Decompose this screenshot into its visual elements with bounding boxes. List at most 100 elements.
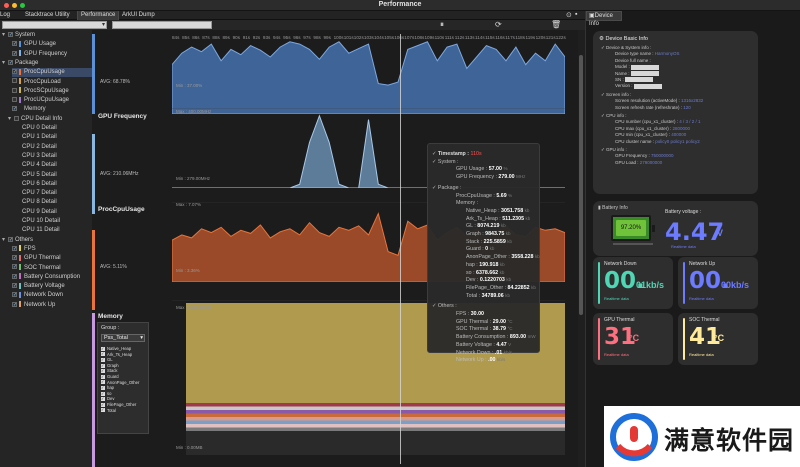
checkbox-icon[interactable]: ✓: [12, 50, 18, 57]
tree-item[interactable]: ▾ ✓ System: [2, 31, 35, 40]
checkbox-icon[interactable]: ✓: [101, 401, 105, 407]
checkbox-icon[interactable]: ✓: [101, 345, 105, 351]
chevron-down-icon[interactable]: ▾: [8, 115, 12, 122]
memory-group-select[interactable]: Pss_Total ▾: [101, 334, 145, 342]
checkbox-icon[interactable]: ✓: [12, 301, 18, 308]
tree-item[interactable]: CPU 9 Detail: [22, 208, 57, 217]
checkbox-icon[interactable]: [14, 115, 19, 121]
metric-card-net-up: Network Up 00. 00kb/s Realtime data: [678, 257, 758, 309]
tree-item[interactable]: CPU 8 Detail: [22, 198, 57, 207]
device-select[interactable]: ▾: [2, 21, 107, 29]
checkbox-icon[interactable]: ✓: [12, 292, 18, 299]
tree-item[interactable]: ✓ Memory: [12, 105, 46, 114]
tree-item[interactable]: ✓ GPU Frequency: [12, 50, 67, 59]
close-window-icon[interactable]: [4, 3, 9, 8]
tree-item[interactable]: CPU 10 Detail: [22, 217, 60, 226]
checkbox-icon[interactable]: ✓: [101, 368, 105, 374]
chevron-down-icon[interactable]: ▾: [2, 59, 6, 66]
tree-item[interactable]: CPU 3 Detail: [22, 152, 57, 161]
tree-item[interactable]: CPU 5 Detail: [22, 171, 57, 180]
checkbox-icon[interactable]: ✓: [101, 390, 105, 396]
tree-item[interactable]: ✓ SOC Thermal: [12, 263, 61, 273]
checkbox-icon[interactable]: ✓: [12, 255, 18, 262]
tree-item[interactable]: ▾ ✓ Package: [2, 59, 38, 68]
checkbox-icon[interactable]: ✓: [101, 373, 105, 379]
tree-item[interactable]: ✓ Network Up: [12, 301, 55, 310]
tab-menu-icon[interactable]: ⊙: [566, 12, 572, 19]
series-color-swatch: [19, 273, 21, 280]
refresh-icon[interactable]: ⟳: [495, 20, 502, 29]
tree-item[interactable]: ▾ ✓ Others: [2, 236, 33, 245]
memory-legend-item[interactable]: ✓ Stack: [101, 368, 139, 374]
pause-icon[interactable]: ⏸: [440, 20, 444, 29]
memory-legend-item[interactable]: ✓ so: [101, 391, 139, 397]
memory-legend-item[interactable]: ✓ GL: [101, 357, 139, 363]
chevron-down-icon[interactable]: ▾: [2, 236, 6, 243]
gpu-frequency-graph[interactable]: [172, 108, 565, 188]
tree-item[interactable]: ProcSCpuUsage: [12, 87, 69, 96]
chevron-down-icon[interactable]: ▾: [2, 32, 6, 38]
checkbox-icon[interactable]: ✓: [12, 106, 18, 113]
tree-item[interactable]: ✓ Battery Voltage: [12, 282, 65, 291]
tab-device-info[interactable]: ▣Device Info: [586, 11, 622, 27]
process-select[interactable]: [112, 21, 212, 29]
tab-performance[interactable]: Performance: [77, 11, 120, 20]
checkbox-icon[interactable]: ✓: [12, 283, 18, 290]
checkbox-icon[interactable]: ✓: [101, 385, 105, 391]
tree-item[interactable]: ▾ CPU Detail Info: [8, 115, 62, 124]
checkbox-icon[interactable]: ✓: [8, 59, 14, 66]
tree-item[interactable]: ✓ FPS: [12, 245, 36, 254]
tree-item[interactable]: ✓ ProcCpuUsage: [12, 68, 92, 78]
memory-legend-item[interactable]: ✓ Ark_Ts_Heap: [101, 352, 139, 358]
checkbox-icon[interactable]: ✓: [8, 236, 14, 243]
metric-title: Network Up: [689, 261, 716, 267]
checkbox-icon[interactable]: ✓: [12, 41, 18, 48]
tab-log[interactable]: Log: [0, 12, 11, 18]
scroll-thumb[interactable]: [579, 55, 583, 315]
tree-item[interactable]: ✓ Network Down: [12, 291, 63, 300]
tree-item[interactable]: CPU 0 Detail: [22, 124, 57, 133]
checkbox-icon[interactable]: ✓: [12, 69, 18, 76]
tab-close-icon[interactable]: ▪: [575, 11, 578, 18]
tree-item[interactable]: CPU 2 Detail: [22, 143, 57, 152]
tree-item[interactable]: ProcUCpuUsage: [12, 96, 69, 105]
checkbox-icon[interactable]: ✓: [101, 396, 105, 402]
graph-scrollbar[interactable]: [578, 30, 585, 467]
minimize-window-icon[interactable]: [12, 3, 17, 8]
checkbox-icon[interactable]: [12, 97, 17, 103]
tree-item[interactable]: CPU 11 Detail: [22, 226, 60, 235]
checkbox-icon[interactable]: [12, 87, 17, 93]
tree-item[interactable]: ✓ GPU Thermal: [12, 254, 61, 263]
tree-item[interactable]: CPU 1 Detail: [22, 133, 57, 142]
memory-legend-item[interactable]: ✓ AnonPage_Other: [101, 380, 139, 386]
checkbox-icon[interactable]: ✓: [12, 273, 18, 280]
tab-arkui-dump[interactable]: ArkUI Dump: [122, 12, 155, 18]
checkbox-icon[interactable]: [12, 78, 17, 84]
tree-item[interactable]: ProcCpuLoad: [12, 77, 61, 87]
trash-icon[interactable]: 🗑: [551, 20, 562, 29]
tree-item[interactable]: ✓ GPU Usage: [12, 40, 56, 49]
checkbox-icon[interactable]: ✓: [101, 351, 105, 357]
checkbox-icon[interactable]: ✓: [12, 245, 18, 252]
memory-legend-item[interactable]: ✓ hap: [101, 385, 139, 391]
memory-legend-item[interactable]: ✓ Guard: [101, 374, 139, 380]
tree-item[interactable]: ✓ Battery Consumption: [12, 273, 80, 282]
checkbox-icon[interactable]: ✓: [12, 264, 18, 271]
maximize-window-icon[interactable]: [20, 3, 25, 8]
memory-legend-item[interactable]: ✓ Dev: [101, 396, 139, 402]
gpu-usage-graph[interactable]: [172, 34, 565, 114]
checkbox-icon[interactable]: ✓: [101, 357, 105, 363]
checkbox-icon[interactable]: ✓: [101, 379, 105, 385]
memory-legend-item[interactable]: ✓ FilePage_Other: [101, 402, 139, 408]
tree-item[interactable]: CPU 7 Detail: [22, 189, 57, 198]
checkbox-icon[interactable]: ✓: [101, 407, 105, 413]
checkbox-icon[interactable]: ✓: [101, 362, 105, 368]
memory-legend-item[interactable]: ✓ Graph: [101, 363, 139, 369]
memory-legend-item[interactable]: ✓ Total: [101, 408, 139, 414]
tree-item[interactable]: CPU 4 Detail: [22, 161, 57, 170]
memory-legend-item[interactable]: ✓ Native_Heap: [101, 346, 139, 352]
tree-item[interactable]: CPU 6 Detail: [22, 180, 57, 189]
checkbox-icon[interactable]: ✓: [8, 31, 14, 38]
memory-group-value: Pss_Total: [104, 335, 128, 341]
tab-stacktrace-utility[interactable]: Stacktrace Utility: [25, 12, 70, 18]
